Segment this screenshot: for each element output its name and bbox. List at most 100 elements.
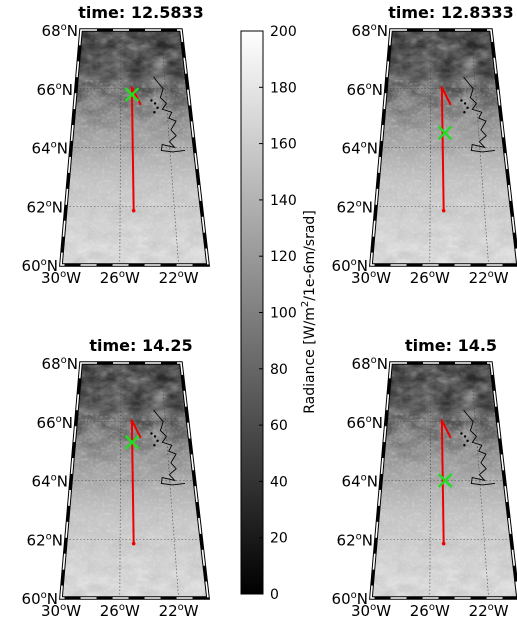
colorbar-tick-label: 180 bbox=[270, 80, 297, 96]
latitude-label: 66oN bbox=[37, 414, 73, 432]
latitude-label: 60oN bbox=[332, 590, 368, 608]
colorbar-tick-label: 200 bbox=[270, 24, 297, 40]
longitude-label: 22oW bbox=[159, 269, 199, 287]
cloud-speckle bbox=[371, 80, 517, 265]
position-marker bbox=[437, 473, 453, 488]
latitude-label: 68oN bbox=[42, 22, 78, 40]
coastline-island bbox=[463, 102, 467, 105]
latitude-label: 66oN bbox=[347, 81, 383, 99]
track-start bbox=[131, 208, 136, 213]
coastline-island bbox=[153, 435, 157, 438]
map-frame-stripes bbox=[60, 362, 209, 599]
flight-track bbox=[440, 419, 452, 544]
longitude-label: 30oW bbox=[351, 602, 391, 620]
latitude-label: 66oN bbox=[37, 81, 73, 99]
colorbar-tick-label: 40 bbox=[270, 474, 288, 490]
coastline-island bbox=[463, 111, 466, 114]
coastline-island bbox=[150, 432, 153, 435]
panel-title: time: 14.25 bbox=[89, 336, 192, 355]
longitude-label: 22oW bbox=[469, 269, 509, 287]
position-marker bbox=[437, 125, 453, 141]
coastline-island bbox=[150, 99, 153, 102]
longitude-line bbox=[470, 30, 489, 265]
colorbar-tick-label: 160 bbox=[270, 137, 297, 153]
longitude-label: 30oW bbox=[41, 269, 81, 287]
colorbar: 0 20 40 60 80 100 120 140 160 180 200 Radiance [W/… bbox=[240, 24, 318, 603]
map-frame-stripes bbox=[60, 29, 209, 266]
longitude-label: 26oW bbox=[410, 602, 450, 620]
panel-title: time: 12.8333 bbox=[388, 3, 514, 22]
coastline bbox=[463, 409, 495, 486]
coastline-island bbox=[463, 435, 467, 438]
latitude-label: 64oN bbox=[32, 140, 68, 158]
longitude-label: 30oW bbox=[41, 602, 81, 620]
longitude-label: 22oW bbox=[159, 602, 199, 620]
longitude-line bbox=[429, 363, 432, 598]
cloud-speckle bbox=[371, 413, 517, 598]
coastline bbox=[153, 76, 185, 153]
position-marker bbox=[124, 434, 140, 450]
colorbar-tick-label: 0 bbox=[270, 587, 279, 603]
longitude-label: 26oW bbox=[100, 269, 140, 287]
latitude-label: 60oN bbox=[22, 590, 58, 608]
coastline-island bbox=[153, 111, 156, 114]
colorbar-tick-label: 120 bbox=[270, 249, 297, 265]
longitude-line bbox=[160, 363, 179, 598]
track-start bbox=[441, 541, 446, 546]
latitude-label: 62oN bbox=[27, 198, 63, 216]
satellite-image bbox=[61, 30, 208, 265]
coastline-island bbox=[153, 102, 157, 105]
longitude-line bbox=[119, 30, 122, 265]
coastline-island bbox=[156, 439, 159, 443]
colorbar-label: Radiance [W/m2/1e-6m/srad] bbox=[300, 210, 318, 414]
latitude-label: 64oN bbox=[342, 140, 378, 158]
latitude-label: 66oN bbox=[347, 414, 383, 432]
latitude-label: 60oN bbox=[22, 257, 58, 275]
flight-track bbox=[440, 86, 452, 211]
map-frame-stripes bbox=[370, 362, 517, 599]
colorbar-tick-label: 80 bbox=[270, 362, 288, 378]
colorbar-tick-label: 100 bbox=[270, 306, 297, 322]
longitude-label: 26oW bbox=[410, 269, 450, 287]
track-start bbox=[441, 208, 446, 213]
coastline-island bbox=[156, 106, 159, 110]
map-frame-stripes bbox=[370, 29, 517, 266]
latitude-label: 60oN bbox=[332, 257, 368, 275]
coastline-island bbox=[466, 106, 469, 110]
longitude-label: 26oW bbox=[100, 602, 140, 620]
latitude-label: 62oN bbox=[337, 198, 373, 216]
cloud-speckle bbox=[61, 80, 208, 265]
longitude-line bbox=[119, 363, 122, 598]
coastline-island bbox=[460, 99, 463, 102]
latitude-label: 68oN bbox=[352, 355, 388, 373]
coastline-island bbox=[463, 444, 466, 447]
satellite-image bbox=[61, 363, 208, 598]
longitude-label: 30oW bbox=[351, 269, 391, 287]
latitude-label: 64oN bbox=[342, 473, 378, 491]
position-marker bbox=[124, 87, 140, 102]
longitude-line bbox=[429, 30, 432, 265]
colorbar-tick-label: 60 bbox=[270, 418, 288, 434]
colorbar-tick-label: 20 bbox=[270, 531, 288, 547]
latitude-label: 64oN bbox=[32, 473, 68, 491]
colorbar-tick-label: 140 bbox=[270, 193, 297, 209]
panel-title: time: 14.5 bbox=[405, 336, 497, 355]
coastline-island bbox=[466, 439, 469, 443]
coastline bbox=[463, 76, 495, 153]
panel-title: time: 12.5833 bbox=[78, 3, 204, 22]
coastline-island bbox=[153, 444, 156, 447]
coastline bbox=[153, 409, 185, 486]
track-start bbox=[131, 541, 136, 546]
longitude-line bbox=[160, 30, 179, 265]
longitude-line bbox=[470, 363, 489, 598]
latitude-label: 68oN bbox=[352, 22, 388, 40]
coastline-island bbox=[460, 432, 463, 435]
flight-track bbox=[130, 419, 142, 544]
longitude-label: 22oW bbox=[469, 602, 509, 620]
latitude-label: 62oN bbox=[337, 531, 373, 549]
